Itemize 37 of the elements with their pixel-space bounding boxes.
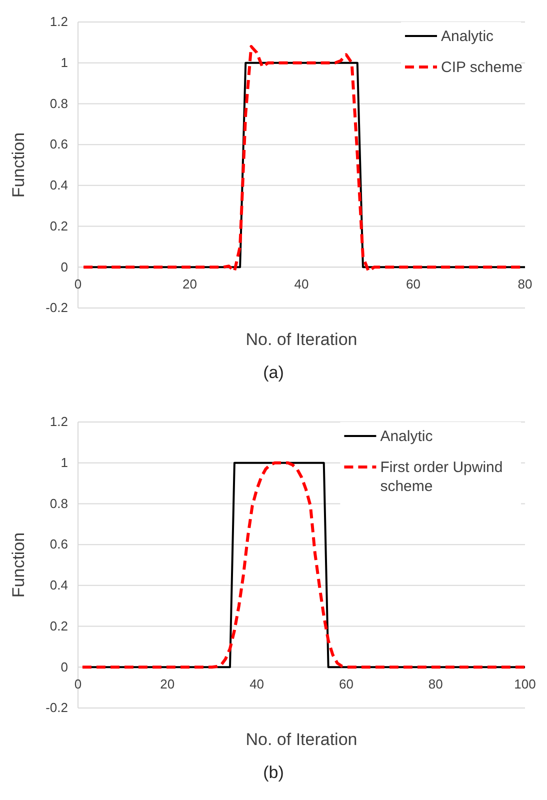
y-tick-label: 0.4 (50, 578, 68, 593)
legend-label: First order Upwind scheme (380, 459, 503, 495)
y-tick-label: 1 (60, 455, 68, 470)
legend-label: Analytic (380, 428, 434, 445)
y-tick-label: 0.8 (50, 496, 68, 511)
x-tick-label: 60 (406, 276, 420, 292)
x-tick-label: 100 (514, 676, 536, 692)
x-tick-label: 80 (518, 276, 532, 292)
y-tick-label: 0.6 (50, 536, 68, 552)
y-tick-label: 0.8 (50, 96, 68, 111)
x-tick-label: 0 (74, 676, 82, 692)
x-tick-label: 20 (160, 676, 175, 692)
x-tick-label: 0 (74, 276, 82, 292)
y-tick-label: 0.6 (50, 136, 68, 152)
y-axis-title: Function (9, 532, 28, 598)
x-tick-label: 40 (294, 276, 309, 292)
y-tick-label: 0.2 (50, 218, 68, 234)
y-tick-label: 0 (60, 259, 68, 274)
legend-label: CIP scheme (441, 59, 522, 76)
y-tick-label: -0.2 (46, 700, 68, 716)
x-tick-label: 60 (338, 676, 354, 692)
text: (b) (263, 763, 284, 782)
x-tick-label: 40 (250, 676, 264, 692)
x-tick-label: 80 (428, 676, 443, 692)
y-tick-label: 0.2 (50, 618, 68, 634)
y-tick-label: -0.2 (46, 300, 68, 316)
x-axis-title: No. of Iteration (246, 330, 358, 349)
x-tick-label: 20 (182, 276, 197, 292)
x-axis-title: No. of Iteration (246, 730, 358, 749)
text: (a) (263, 363, 284, 382)
y-tick-label: 0.4 (50, 178, 68, 193)
y-tick-label: 1.2 (50, 14, 68, 30)
y-axis-title: Function (9, 132, 28, 198)
y-tick-label: 0 (60, 659, 68, 674)
y-tick-label: 1.2 (50, 414, 68, 430)
y-tick-label: 1 (60, 55, 68, 70)
legend-label: Analytic (441, 28, 494, 45)
